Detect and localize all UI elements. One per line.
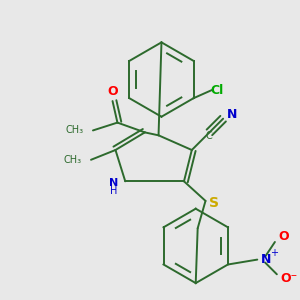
Text: C: C [206, 131, 212, 141]
Text: N: N [261, 253, 272, 266]
Text: S: S [209, 196, 219, 210]
Text: N: N [109, 178, 118, 188]
Text: Cl: Cl [211, 84, 224, 97]
Text: O⁻: O⁻ [281, 272, 298, 285]
Text: N: N [227, 108, 237, 121]
Text: H: H [110, 186, 117, 196]
Text: CH₃: CH₃ [65, 125, 83, 135]
Text: O: O [279, 230, 289, 243]
Text: O: O [107, 85, 118, 98]
Text: CH₃: CH₃ [63, 155, 81, 165]
Text: +: + [270, 248, 278, 258]
